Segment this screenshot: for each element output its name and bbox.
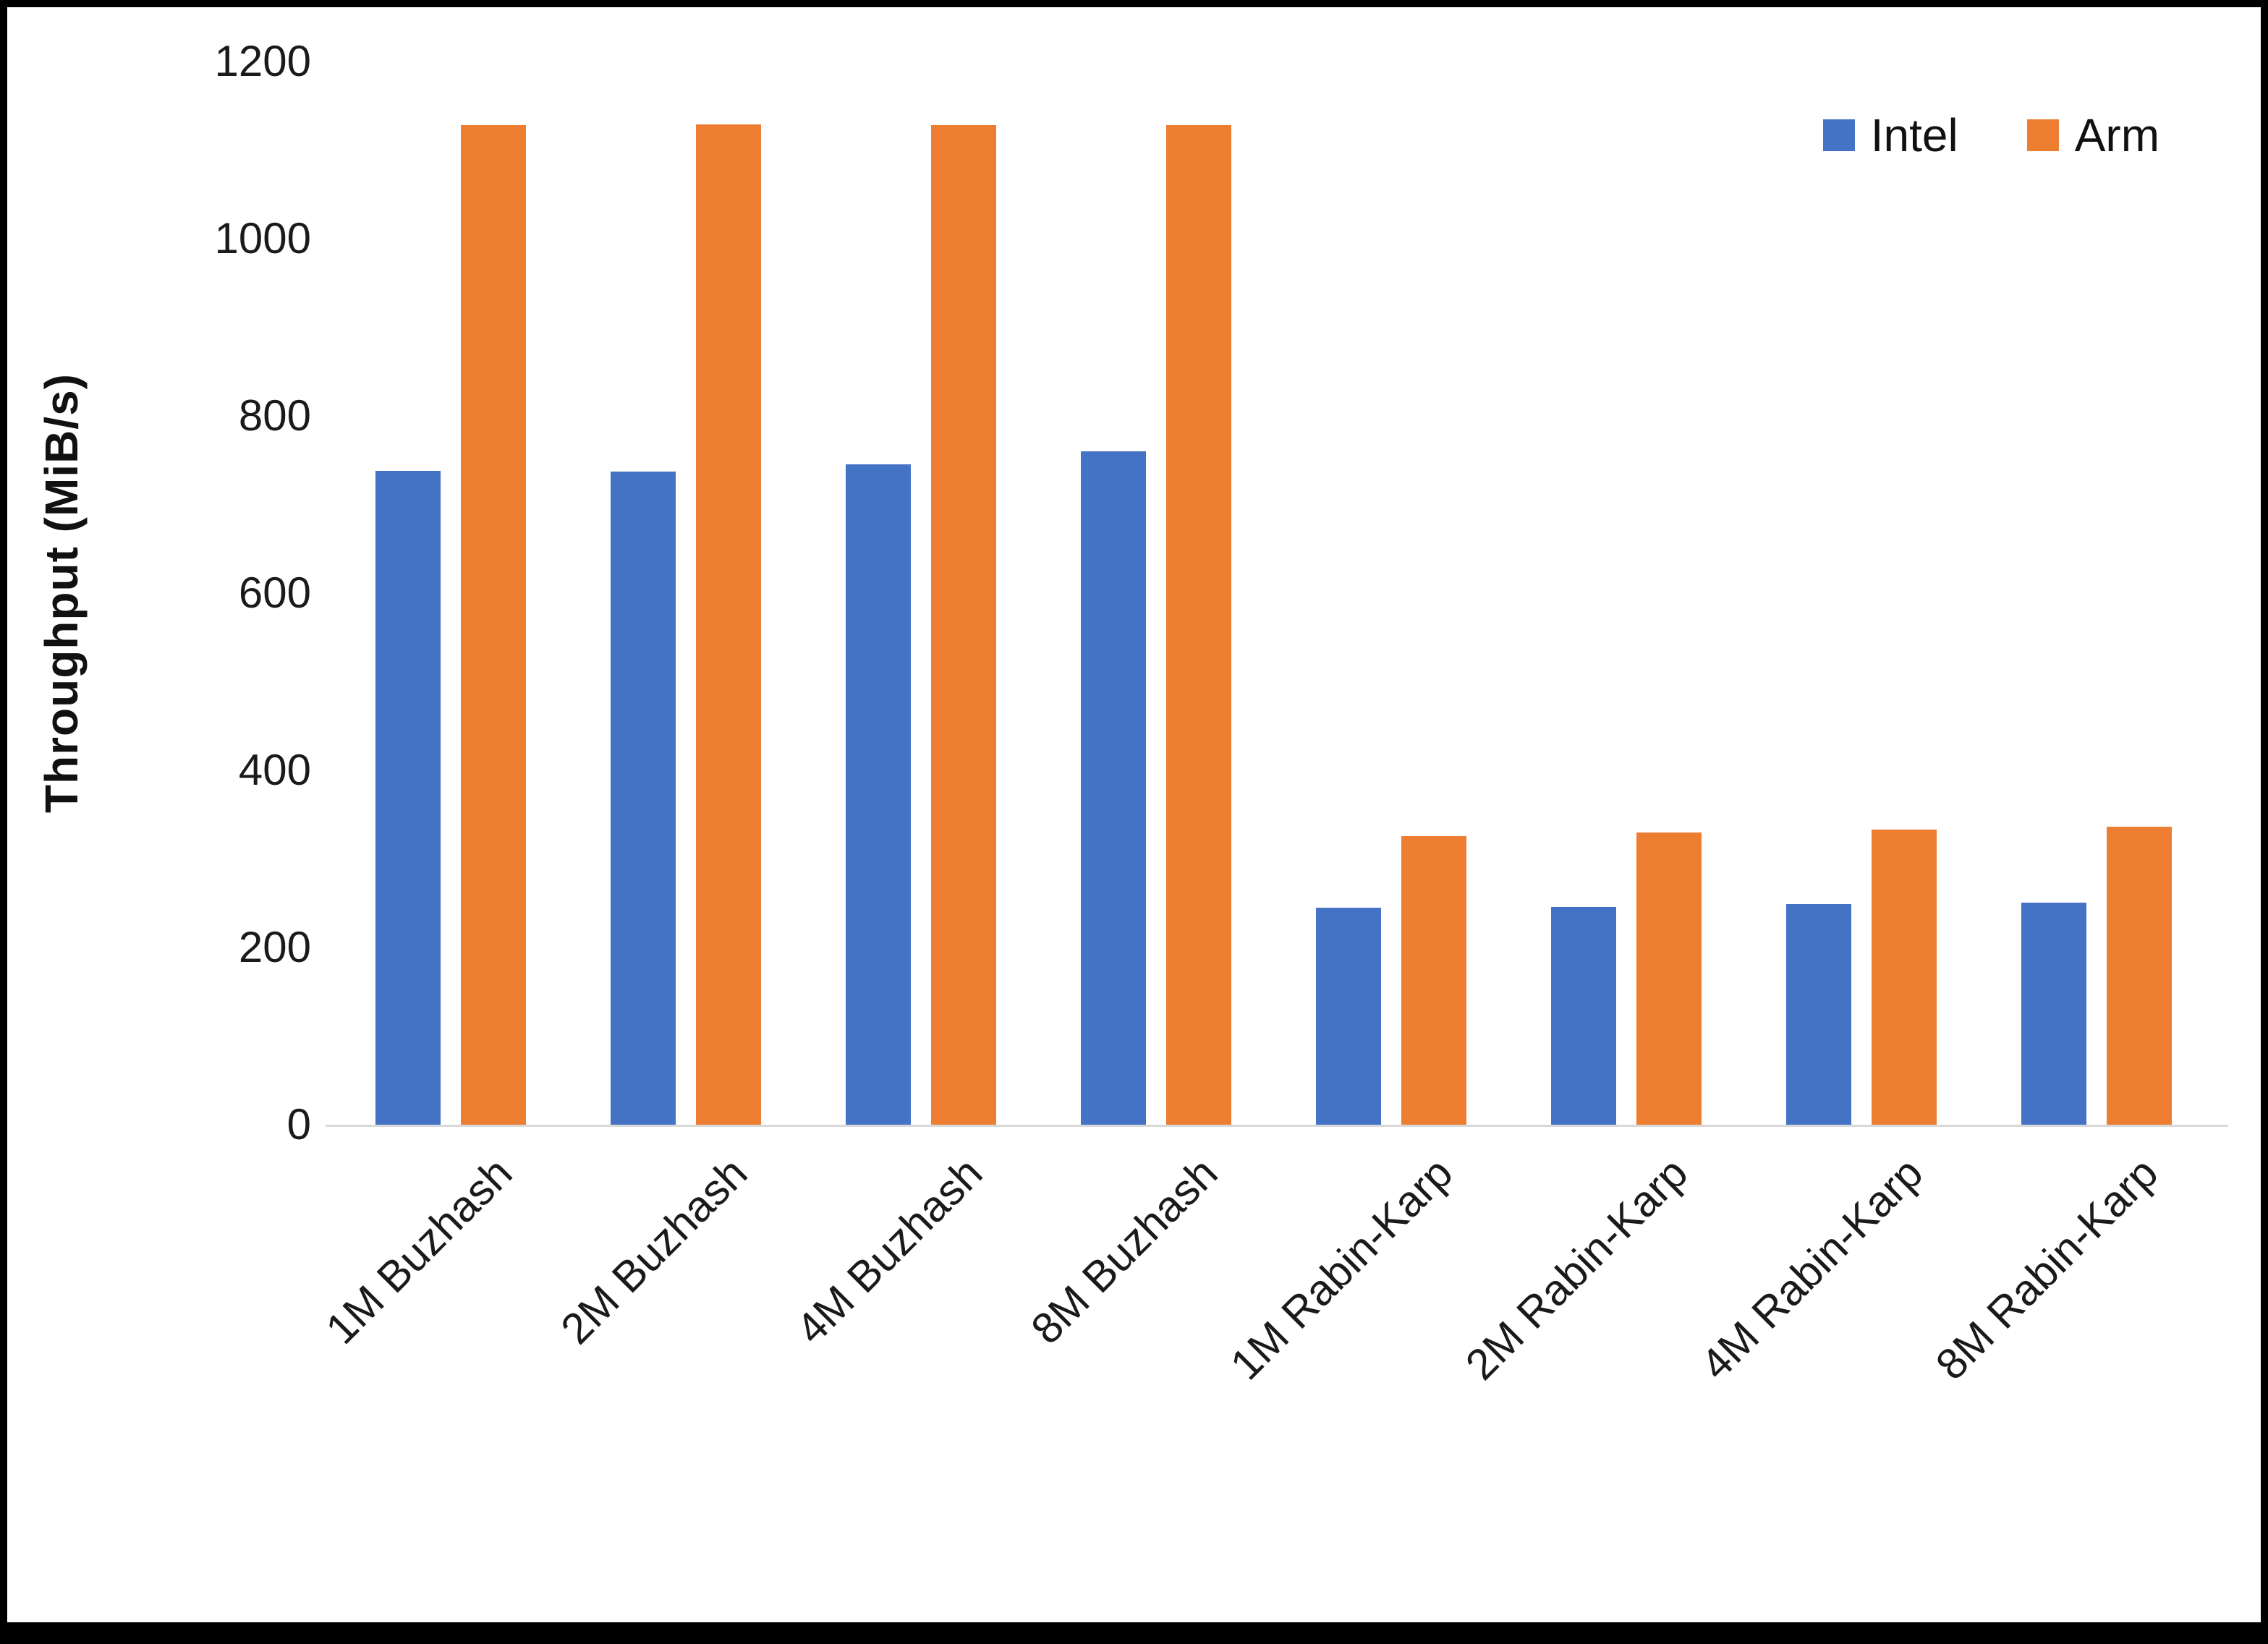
bar-intel-1m-rabin-karp [1315, 907, 1381, 1125]
bar-intel-8m-rabin-karp [2021, 902, 2086, 1125]
bar-intel-2m-rabin-karp [1550, 906, 1616, 1125]
y-tick-label-0: 0 [286, 1100, 311, 1149]
x-axis-line [326, 1125, 2228, 1127]
x-axis-label-1m-buzhash: 1M Buzhash [316, 1148, 522, 1353]
bar-intel-4m-rabin-karp [1785, 903, 1851, 1125]
y-tick-label-1000: 1000 [214, 214, 311, 263]
y-tick-label-400: 400 [238, 746, 311, 794]
legend-label-intel: Intel [1870, 109, 1958, 161]
legend-item-intel: Intel [1822, 108, 1958, 162]
legend: Intel Arm [1822, 108, 2159, 162]
x-axis-label-2m-buzhash: 2M Buzhash [551, 1148, 757, 1353]
x-axis-label-4m-buzhash: 4M Buzhash [786, 1148, 992, 1353]
bar-arm-4m-rabin-karp [1871, 830, 1937, 1125]
y-axis-title-text: Throughput (MiB/s) [35, 372, 88, 814]
bar-intel-1m-buzhash [375, 470, 441, 1125]
bar-arm-1m-buzhash [460, 125, 526, 1125]
bar-arm-4m-buzhash [930, 125, 996, 1125]
legend-label-arm: Arm [2074, 109, 2159, 161]
bar-arm-1m-rabin-karp [1401, 835, 1466, 1125]
legend-swatch-intel [1822, 119, 1855, 151]
bar-arm-2m-rabin-karp [1636, 832, 1702, 1125]
legend-item-arm: Arm [2026, 108, 2159, 162]
x-axis-label-8m-buzhash: 8M Buzhash [1022, 1148, 1227, 1353]
x-axis-label-2m-rabin-karp: 2M Rabin-Karp [1456, 1148, 1697, 1389]
y-axis-title: Throughput (MiB/s) [29, 61, 94, 1125]
x-axis-label-1m-rabin-karp: 1M Rabin-Karp [1220, 1148, 1462, 1389]
plot-area: Throughput (MiB/s) Intel Arm 0 200 400 600 80… [7, 7, 2261, 1622]
y-tick-label-1200: 1200 [214, 37, 311, 85]
bar-arm-2m-buzhash [695, 124, 761, 1125]
bar-intel-8m-buzhash [1080, 451, 1146, 1125]
legend-swatch-arm [2026, 119, 2059, 151]
x-axis-label-8m-rabin-karp: 8M Rabin-Karp [1926, 1148, 2167, 1389]
y-tick-label-200: 200 [238, 923, 311, 971]
y-tick-label-800: 800 [238, 391, 311, 440]
bar-intel-4m-buzhash [845, 464, 911, 1125]
x-axis-label-4m-rabin-karp: 4M Rabin-Karp [1691, 1148, 1932, 1389]
bar-arm-8m-rabin-karp [2106, 827, 2172, 1125]
y-tick-label-600: 600 [238, 568, 311, 617]
bar-intel-2m-buzhash [610, 472, 676, 1125]
bar-arm-8m-buzhash [1165, 125, 1231, 1125]
